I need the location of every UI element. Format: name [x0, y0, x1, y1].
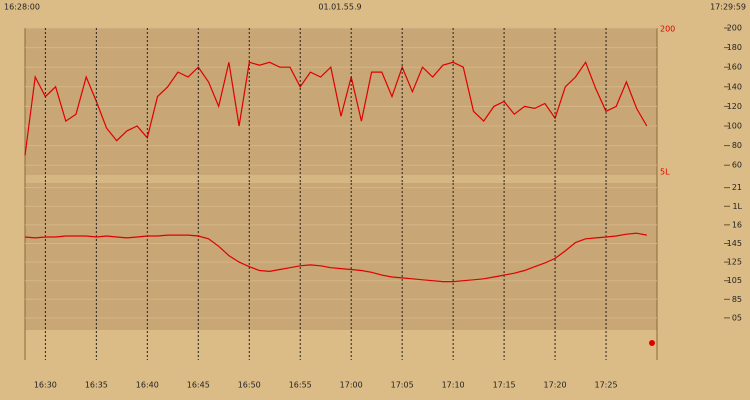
x-tick-label: 16:30 [34, 381, 57, 390]
marker-dot [649, 340, 655, 346]
x-tick-label: 17:10 [442, 381, 465, 390]
upper-limit-label: 200 [660, 25, 675, 34]
x-tick-label: 17:25 [595, 381, 618, 390]
x-tick-label: 16:35 [85, 381, 108, 390]
x-tick-label: 17:05 [391, 381, 414, 390]
y-tick-label: 160 [727, 63, 742, 72]
y-tick-label: 21 [732, 183, 742, 192]
y-tick-label: 140 [727, 82, 742, 91]
y-tick-label: 60 [732, 161, 742, 170]
x-tick-label: 17:20 [544, 381, 567, 390]
bottom-band [25, 330, 657, 360]
y-tick-label: 120 [727, 102, 742, 111]
panel-gap [25, 175, 657, 183]
y-tick-label: 80 [732, 141, 742, 150]
trace-line [24, 61, 648, 156]
y-tick-label: 85 [732, 295, 742, 304]
lower-limit-label: 5L [660, 168, 670, 177]
x-tick-label: 16:40 [136, 381, 159, 390]
end-time: 17:29:59 [710, 3, 746, 12]
trace-line [24, 232, 647, 283]
y-tick-label: 180 [727, 43, 742, 52]
x-tick-label: 16:45 [187, 381, 210, 390]
x-tick-label: 16:55 [289, 381, 312, 390]
top-panel [25, 28, 657, 175]
y-tick-label: 05 [732, 313, 742, 322]
x-tick-label: 17:15 [493, 381, 516, 390]
bottom-panel [25, 183, 657, 330]
x-tick-label: 17:00 [340, 381, 363, 390]
y-tick-label: 145 [727, 239, 742, 248]
y-tick-label: 16 [732, 220, 742, 229]
y-tick-label: 1L [732, 202, 742, 211]
y-tick-label: 105 [727, 276, 742, 285]
y-tick-label: 200 [727, 24, 742, 33]
x-tick-label: 16:50 [238, 381, 261, 390]
y-tick-label: 125 [727, 258, 742, 267]
center-info: 01.01.55.9 [318, 3, 361, 12]
y-tick-label: 100 [727, 122, 742, 131]
start-time: 16:28:00 [4, 3, 40, 12]
